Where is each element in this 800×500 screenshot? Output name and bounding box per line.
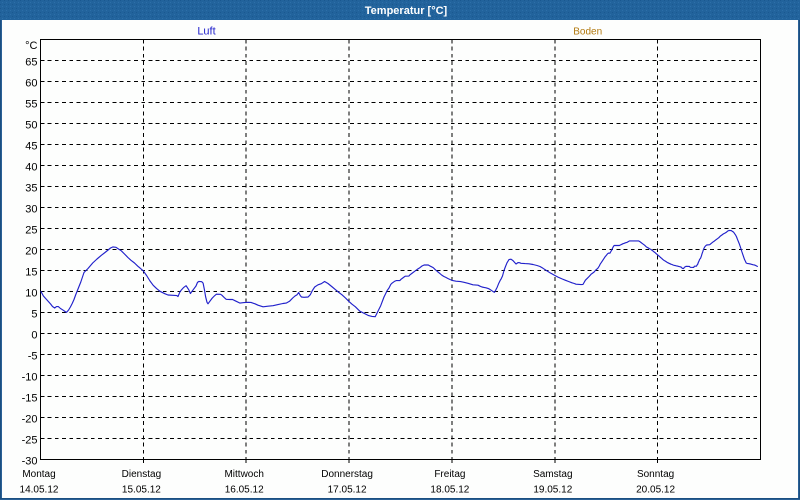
svg-text:50: 50 xyxy=(25,119,37,131)
svg-text:15: 15 xyxy=(25,266,37,278)
svg-text:0: 0 xyxy=(31,329,37,341)
svg-text:Montag: Montag xyxy=(22,469,55,480)
svg-text:-25: -25 xyxy=(22,434,38,446)
svg-text:Freitag: Freitag xyxy=(434,469,465,480)
svg-text:5: 5 xyxy=(31,308,37,320)
svg-text:-5: -5 xyxy=(28,350,38,362)
svg-text:17.05.12: 17.05.12 xyxy=(328,485,367,496)
svg-text:55: 55 xyxy=(25,98,37,110)
svg-text:Mittwoch: Mittwoch xyxy=(224,469,263,480)
svg-text:25: 25 xyxy=(25,224,37,236)
svg-text:40: 40 xyxy=(25,161,37,173)
svg-text:Sonntag: Sonntag xyxy=(637,469,674,480)
svg-text:19.05.12: 19.05.12 xyxy=(533,485,572,496)
svg-text:30: 30 xyxy=(25,203,37,215)
svg-text:15.05.12: 15.05.12 xyxy=(122,485,161,496)
svg-text:14.05.12: 14.05.12 xyxy=(20,485,59,496)
svg-text:60: 60 xyxy=(25,77,37,89)
svg-text:35: 35 xyxy=(25,182,37,194)
svg-text:°C: °C xyxy=(25,40,37,52)
svg-text:Samstag: Samstag xyxy=(533,469,572,480)
svg-text:45: 45 xyxy=(25,140,37,152)
svg-text:Donnerstag: Donnerstag xyxy=(321,469,373,480)
svg-text:-30: -30 xyxy=(22,455,38,467)
svg-text:Dienstag: Dienstag xyxy=(122,469,161,480)
svg-text:Boden: Boden xyxy=(573,27,602,38)
svg-text:-20: -20 xyxy=(22,413,38,425)
svg-text:16.05.12: 16.05.12 xyxy=(225,485,264,496)
svg-text:10: 10 xyxy=(25,287,37,299)
svg-text:20: 20 xyxy=(25,245,37,257)
svg-text:65: 65 xyxy=(25,56,37,68)
svg-text:-15: -15 xyxy=(22,392,38,404)
svg-text:-10: -10 xyxy=(22,371,38,383)
svg-text:20.05.12: 20.05.12 xyxy=(636,485,675,496)
svg-text:Temperatur [°C]: Temperatur [°C] xyxy=(365,5,448,17)
svg-text:18.05.12: 18.05.12 xyxy=(430,485,469,496)
svg-text:Luft: Luft xyxy=(197,26,215,38)
